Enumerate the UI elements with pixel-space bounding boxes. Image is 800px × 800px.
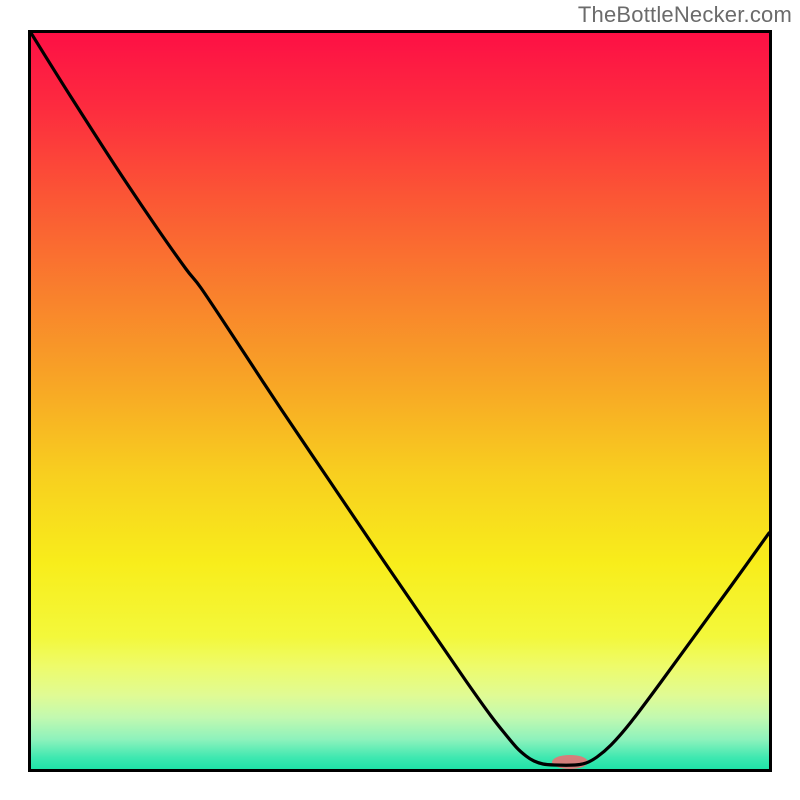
gradient-background bbox=[31, 33, 769, 769]
chart-svg bbox=[31, 33, 769, 769]
chart-frame: TheBottleNecker.com bbox=[0, 0, 800, 800]
watermark-text: TheBottleNecker.com bbox=[578, 2, 792, 28]
sweet-spot-marker bbox=[552, 755, 588, 769]
plot-area bbox=[28, 30, 772, 772]
